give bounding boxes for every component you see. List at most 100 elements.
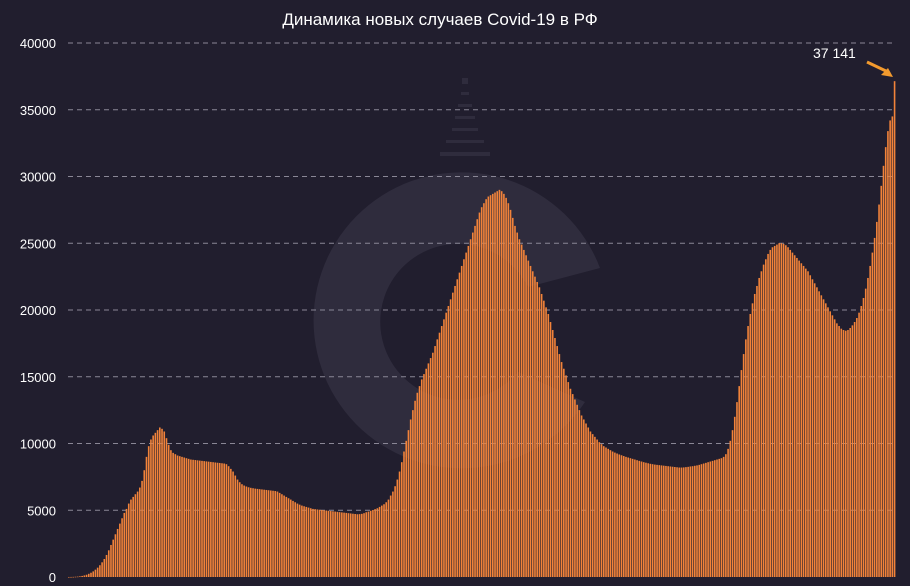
bar bbox=[183, 457, 186, 577]
bar bbox=[272, 490, 274, 577]
bar bbox=[558, 354, 561, 577]
bar bbox=[807, 271, 809, 577]
bar bbox=[536, 281, 538, 577]
bar bbox=[667, 466, 669, 577]
bar bbox=[547, 314, 550, 577]
bar bbox=[534, 276, 536, 578]
bar bbox=[654, 464, 656, 577]
bar bbox=[378, 506, 381, 577]
bar bbox=[689, 466, 692, 577]
y-tick-label: 20000 bbox=[20, 303, 56, 318]
bar bbox=[156, 430, 159, 577]
bar bbox=[864, 288, 867, 577]
bar bbox=[325, 510, 328, 577]
bar bbox=[418, 386, 421, 577]
bar bbox=[776, 244, 778, 577]
bar bbox=[250, 487, 252, 577]
bar bbox=[658, 465, 661, 577]
bar bbox=[627, 457, 629, 577]
bar bbox=[449, 299, 452, 577]
bar bbox=[576, 404, 578, 577]
bar bbox=[123, 512, 126, 577]
bar bbox=[600, 444, 603, 577]
bar bbox=[563, 368, 565, 577]
bar bbox=[181, 456, 183, 577]
bar bbox=[245, 486, 248, 577]
bar bbox=[70, 576, 72, 578]
bar bbox=[520, 244, 523, 577]
bar bbox=[729, 440, 732, 577]
bar bbox=[594, 436, 596, 577]
bar bbox=[298, 504, 301, 577]
bar bbox=[425, 368, 427, 577]
bar bbox=[713, 460, 716, 577]
bar bbox=[392, 491, 394, 577]
bar bbox=[614, 452, 616, 577]
y-axis: 0 5000 10000 15000 20000 25000 30000 35000 40000 bbox=[20, 36, 56, 585]
bar bbox=[722, 456, 725, 577]
bar bbox=[804, 268, 807, 577]
bar bbox=[629, 458, 632, 577]
bar bbox=[460, 265, 463, 577]
bar bbox=[452, 292, 454, 577]
bar bbox=[518, 239, 521, 577]
bar bbox=[223, 463, 225, 577]
bar bbox=[347, 513, 350, 577]
bar bbox=[309, 508, 312, 577]
bar bbox=[769, 249, 772, 578]
bar bbox=[716, 459, 718, 577]
bar bbox=[321, 509, 323, 577]
bar bbox=[367, 511, 370, 577]
bar bbox=[316, 509, 319, 577]
bar bbox=[247, 487, 250, 577]
bar bbox=[152, 435, 154, 577]
bar bbox=[143, 470, 146, 577]
bar bbox=[585, 423, 587, 577]
bar bbox=[103, 558, 106, 577]
bar bbox=[720, 458, 723, 577]
bar bbox=[107, 550, 110, 577]
bar bbox=[136, 491, 139, 577]
bar bbox=[818, 291, 820, 577]
bar bbox=[700, 464, 703, 577]
bar bbox=[474, 225, 476, 577]
bar bbox=[74, 576, 77, 578]
bar bbox=[292, 500, 294, 577]
bar bbox=[749, 314, 752, 577]
bar bbox=[589, 431, 592, 577]
bar bbox=[203, 461, 206, 577]
bar bbox=[767, 253, 769, 577]
bar bbox=[831, 315, 834, 577]
bar bbox=[207, 461, 210, 577]
bar bbox=[456, 279, 459, 577]
bar bbox=[110, 544, 112, 577]
bar bbox=[642, 462, 645, 577]
bar bbox=[83, 575, 86, 577]
bar bbox=[345, 512, 348, 577]
bar bbox=[154, 432, 157, 577]
bar bbox=[758, 277, 760, 577]
bar bbox=[811, 279, 814, 577]
bar bbox=[241, 484, 243, 577]
bar bbox=[611, 451, 614, 577]
bar bbox=[76, 576, 79, 578]
bar bbox=[398, 471, 401, 577]
bar bbox=[625, 456, 627, 577]
bar bbox=[727, 448, 729, 577]
bar bbox=[645, 462, 647, 577]
bar bbox=[480, 207, 483, 577]
bar bbox=[844, 330, 847, 577]
bar bbox=[294, 502, 297, 577]
bar bbox=[540, 293, 543, 577]
bar bbox=[851, 325, 854, 577]
bar bbox=[840, 328, 843, 577]
bar bbox=[150, 439, 152, 577]
bar bbox=[163, 431, 166, 577]
bar bbox=[618, 454, 621, 577]
bar bbox=[412, 410, 414, 578]
bar bbox=[725, 454, 727, 577]
bar bbox=[405, 440, 408, 577]
bar bbox=[238, 482, 241, 577]
bar bbox=[523, 249, 525, 578]
